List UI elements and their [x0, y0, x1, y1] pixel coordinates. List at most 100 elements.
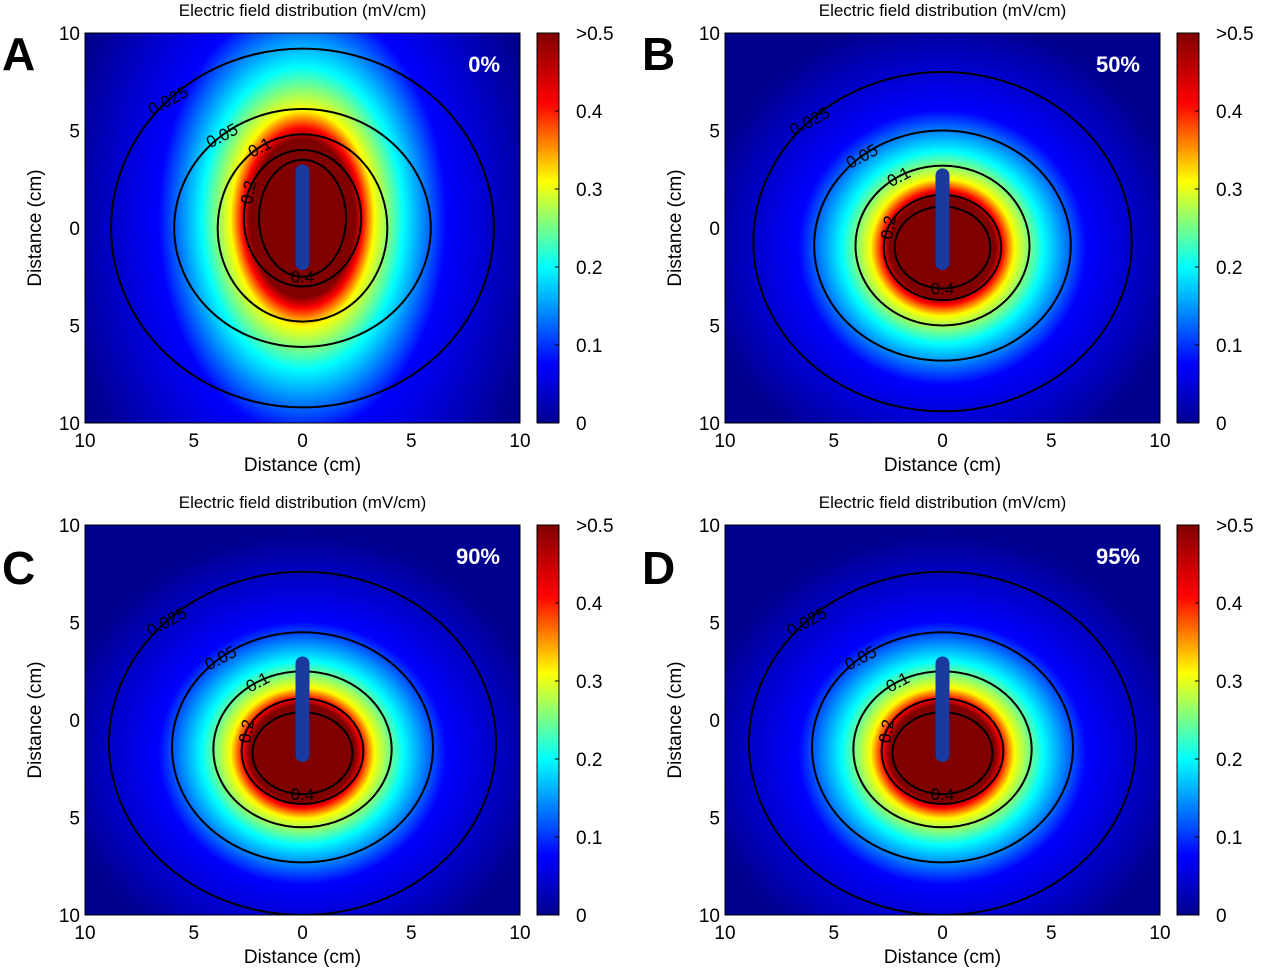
colorbar-tick-label: >0.5 — [576, 516, 614, 537]
colorbar-tick-label: >0.5 — [1216, 516, 1254, 537]
chart-title: Electric field distribution (mV/cm) — [179, 1, 427, 20]
y-tick-label: 5 — [69, 614, 80, 635]
x-tick-label: 0 — [937, 431, 948, 452]
plot-frame — [724, 32, 1161, 424]
contour-line-0-1 — [854, 164, 1031, 327]
x-tick-label: 10 — [74, 431, 95, 452]
x-tick-label: 5 — [828, 923, 839, 944]
x-tick-label: 5 — [1046, 923, 1057, 944]
colorbar-tick-label: 0.2 — [1216, 258, 1242, 279]
contour-line-0-025 — [752, 71, 1133, 413]
y-tick-label: 10 — [699, 516, 720, 537]
y-axis-label: Distance (cm) — [665, 169, 686, 286]
colorbar-tick-label: 0.1 — [576, 828, 602, 849]
contour-label: 0.4 — [291, 785, 315, 804]
colorbar-tick-label: 0 — [576, 414, 587, 435]
colorbar-tick-label: 0 — [576, 906, 587, 927]
colorbar — [536, 32, 560, 424]
x-tick-label: 10 — [714, 923, 735, 944]
colorbar-tick-label: 0.2 — [576, 258, 602, 279]
contour-line-0-025 — [747, 570, 1138, 915]
y-tick-label: 10 — [59, 414, 80, 435]
panel-letter: D — [642, 542, 675, 594]
contour-line-0-4 — [258, 158, 347, 278]
y-tick-label: 10 — [59, 24, 80, 45]
plot-frame — [724, 524, 1161, 916]
x-tick-label: 10 — [509, 431, 530, 452]
panel-letter: C — [2, 542, 35, 594]
x-tick-label: 5 — [828, 431, 839, 452]
contour-line-0-05 — [811, 631, 1074, 864]
colorbar — [1176, 524, 1200, 916]
x-tick-label: 5 — [188, 923, 199, 944]
contour-line-0-025 — [110, 47, 495, 409]
colorbar-tick-label: 0.1 — [576, 336, 602, 357]
x-tick-label: 10 — [1149, 923, 1170, 944]
y-axis-label: Distance (cm) — [25, 169, 46, 286]
colorbar — [1176, 32, 1200, 424]
colorbar-tick-label: 0.4 — [1216, 594, 1243, 615]
contour-line-0-2 — [242, 149, 363, 288]
contour-line-0-05 — [171, 631, 434, 864]
x-axis-label: Distance (cm) — [884, 947, 1001, 968]
percent-label: 95% — [1096, 544, 1140, 569]
colorbar-tick-label: 0.4 — [1216, 102, 1243, 123]
colorbar-tick-label: 0.3 — [1216, 180, 1242, 201]
colorbar-tick-label: 0 — [1216, 906, 1227, 927]
y-tick-label: 5 — [69, 809, 80, 830]
y-axis-label: Distance (cm) — [25, 661, 46, 778]
contour-line-0-05 — [813, 129, 1072, 362]
y-tick-label: 10 — [699, 24, 720, 45]
colorbar-tick-label: >0.5 — [576, 24, 614, 45]
chart-title: Electric field distribution (mV/cm) — [819, 493, 1067, 512]
y-axis-label: Distance (cm) — [665, 661, 686, 778]
x-axis-label: Distance (cm) — [244, 455, 361, 476]
x-tick-label: 0 — [297, 923, 308, 944]
x-axis-label: Distance (cm) — [884, 455, 1001, 476]
x-tick-label: 10 — [1149, 431, 1170, 452]
chart-title: Electric field distribution (mV/cm) — [179, 493, 427, 512]
x-axis-label: Distance (cm) — [244, 947, 361, 968]
y-tick-label: 5 — [709, 809, 720, 830]
y-tick-label: 10 — [699, 414, 720, 435]
x-tick-label: 0 — [297, 431, 308, 452]
x-tick-label: 5 — [406, 923, 417, 944]
plot-frame — [84, 32, 521, 424]
panel-letter: B — [642, 28, 675, 80]
y-tick-label: 10 — [59, 906, 80, 927]
contour-label: 0.2 — [237, 179, 260, 206]
colorbar — [536, 524, 560, 916]
percent-label: 0% — [468, 52, 500, 77]
colorbar-tick-label: 0.4 — [576, 102, 603, 123]
y-tick-label: 0 — [709, 711, 720, 732]
contour-label: 0.4 — [931, 785, 955, 804]
y-tick-label: 10 — [699, 906, 720, 927]
colorbar-tick-label: 0.2 — [576, 750, 602, 771]
contour-label: 0.4 — [291, 268, 315, 287]
colorbar-tick-label: 0.3 — [576, 180, 602, 201]
x-tick-label: 5 — [188, 431, 199, 452]
percent-label: 50% — [1096, 52, 1140, 77]
contour-label: 0.4 — [931, 279, 955, 298]
y-tick-label: 0 — [69, 711, 80, 732]
y-tick-label: 0 — [69, 219, 80, 240]
contour-line-0-1 — [216, 133, 389, 323]
x-tick-label: 5 — [1046, 431, 1057, 452]
percent-label: 90% — [456, 544, 500, 569]
colorbar-tick-label: 0.2 — [1216, 750, 1242, 771]
x-tick-label: 10 — [509, 923, 530, 944]
colorbar-tick-label: 0.3 — [1216, 672, 1242, 693]
plot-frame — [84, 524, 521, 916]
y-tick-label: 5 — [709, 317, 720, 338]
panel-letter: A — [2, 28, 35, 80]
contour-line-0-05 — [173, 108, 432, 348]
y-tick-label: 0 — [709, 219, 720, 240]
y-tick-label: 5 — [709, 122, 720, 143]
y-tick-label: 5 — [69, 317, 80, 338]
y-tick-label: 10 — [59, 516, 80, 537]
x-tick-label: 0 — [937, 923, 948, 944]
